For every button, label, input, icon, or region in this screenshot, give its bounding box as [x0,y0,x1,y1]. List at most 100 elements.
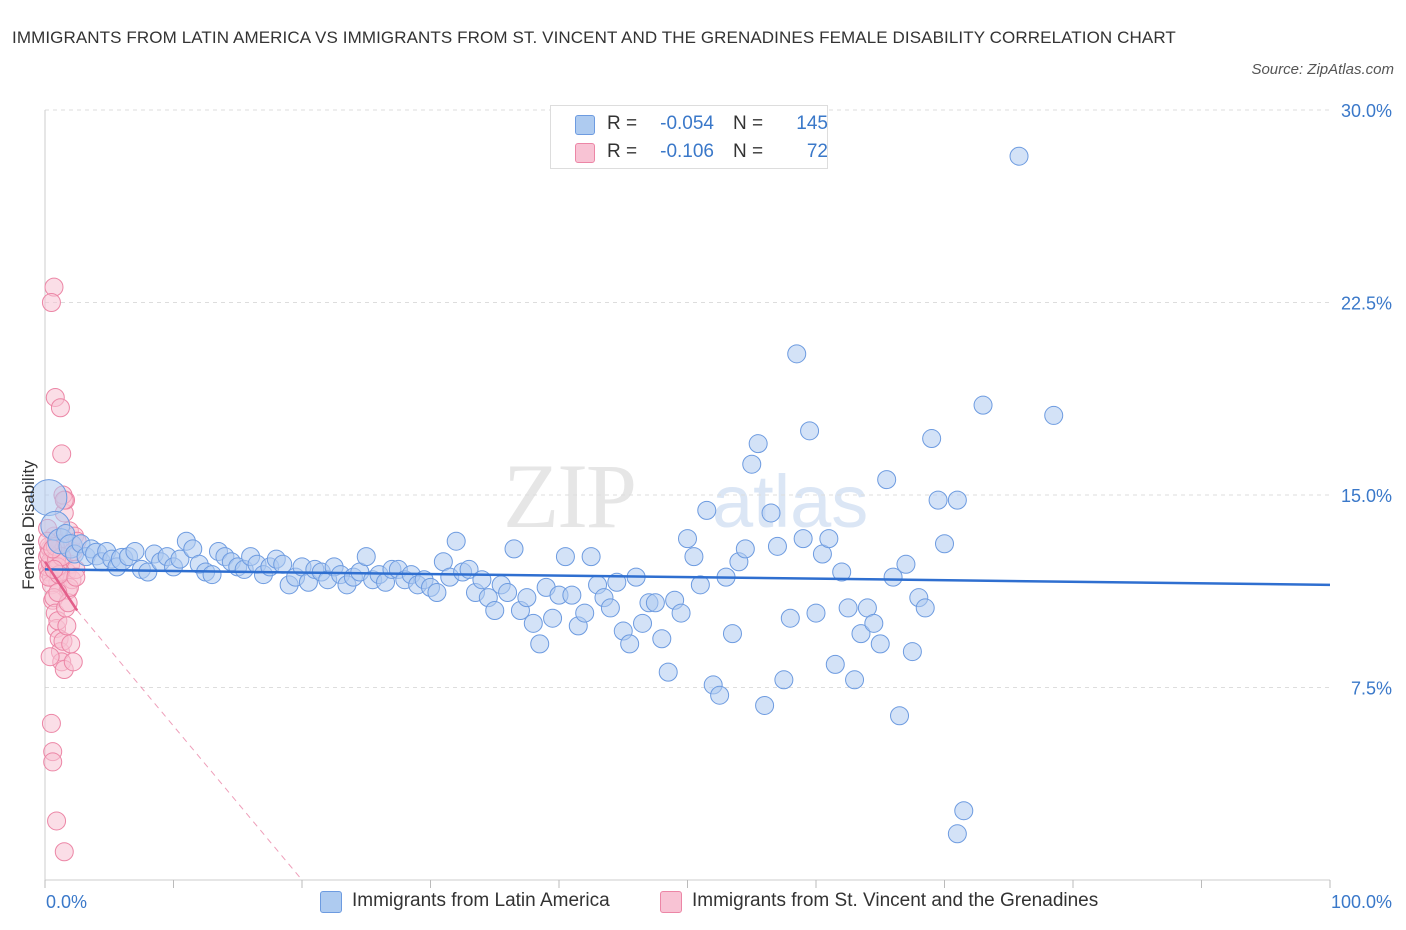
watermark-zip: ZIP [503,445,635,547]
blue-point [935,534,954,554]
pink-point [61,634,81,654]
pink-point [40,647,60,667]
blue-point [838,598,858,618]
blue-point [170,549,190,569]
r-value: -0.106 [660,141,714,162]
blue-point [575,603,595,623]
blue-point [761,503,781,523]
legend-label: Immigrants from St. Vincent and the Gren… [692,890,1099,911]
legend-label: Immigrants from Latin America [352,890,610,911]
chart-title: IMMIGRANTS FROM LATIN AMERICA VS IMMIGRA… [12,28,1176,47]
pink-point [57,616,77,636]
blue-point [356,547,376,567]
blue-point [735,539,755,559]
blue-point [125,541,145,561]
blue-point [947,490,967,510]
blue-point [780,608,800,628]
y-tick-label: 7.5% [1351,679,1392,699]
y-tick-label: 15.0% [1341,486,1392,506]
n-value: 72 [806,141,828,162]
watermark-atlas: atlas [712,460,868,543]
blue-point [690,575,710,595]
blue-point [523,613,543,633]
pink-point [54,842,74,862]
blue-point [877,470,897,490]
blue-point [722,624,742,644]
trend-lines [43,561,1331,881]
blue-point [800,421,820,441]
blue-point [620,634,640,654]
blue-point [498,583,518,603]
blue-point [864,613,884,633]
blue-point [581,547,601,567]
blue-point [530,634,550,654]
blue-point [870,634,890,654]
blue-point [645,593,665,613]
blue-point [755,695,775,715]
pink-point [50,398,70,418]
pink-point [41,713,61,733]
blue-point [607,572,627,592]
n-value: 145 [796,113,828,134]
blue-point [845,670,865,690]
stats-legend: R = -0.054 N = 145 R = -0.106 N = 72 [550,105,828,169]
blue-point [684,547,704,567]
blue-point [947,824,967,844]
blue-point [504,539,524,559]
pink-swatch [575,143,595,163]
blue-point [793,529,813,549]
y-axis-title: Female Disability [19,460,38,590]
blue-swatch [575,115,595,135]
axis-labels: 7.5% 15.0% 22.5% 30.0% 0.0% 100.0% Female Disa… [19,101,1392,912]
pink-point [43,752,63,772]
blue-point [517,588,537,608]
pink-point [52,444,72,464]
blue-point [562,585,582,605]
x-tick-label: 100.0% [1331,892,1392,912]
blue-point [427,583,447,603]
blue-point [767,536,787,556]
blue-point [787,344,807,364]
blue-trend-line [44,568,1331,587]
blue-point [851,624,871,644]
blue-point [819,529,839,549]
blue-point [748,434,768,454]
grid-lines [45,109,1330,688]
blue-point [555,547,575,567]
blue-point [1044,405,1064,425]
blue-point [543,608,563,628]
chart-source: Source: ZipAtlas.com [1251,61,1394,78]
pink-point [66,567,86,587]
blue-point [710,685,730,705]
blue-point [697,500,717,520]
blue-point [806,603,826,623]
blue-point [832,562,852,582]
blue-point [922,429,942,449]
watermark: ZIP atlas [503,445,868,547]
r-label: R = [607,141,638,162]
pink-point [41,293,61,312]
blue-point [774,670,794,690]
blue-point [928,490,948,510]
pink-point [63,652,83,672]
blue-point [658,662,678,682]
n-label: N = [733,141,764,162]
blue-point [825,654,845,674]
blue-point [954,801,974,821]
blue-point [1009,146,1029,166]
blue-point [671,603,691,623]
pink-trend-extension [76,610,303,881]
pink-point [47,811,67,831]
blue-point [446,531,466,551]
pink-trend-line [43,561,79,612]
blue-point [678,529,697,549]
n-label: N = [733,113,764,134]
blue-point [890,706,910,726]
blue-point [902,642,922,662]
x-tick-label: 0.0% [46,892,87,912]
r-value: -0.054 [660,113,714,134]
y-tick-label: 30.0% [1341,101,1392,121]
blue-point [742,454,762,474]
blue-point [652,629,672,649]
